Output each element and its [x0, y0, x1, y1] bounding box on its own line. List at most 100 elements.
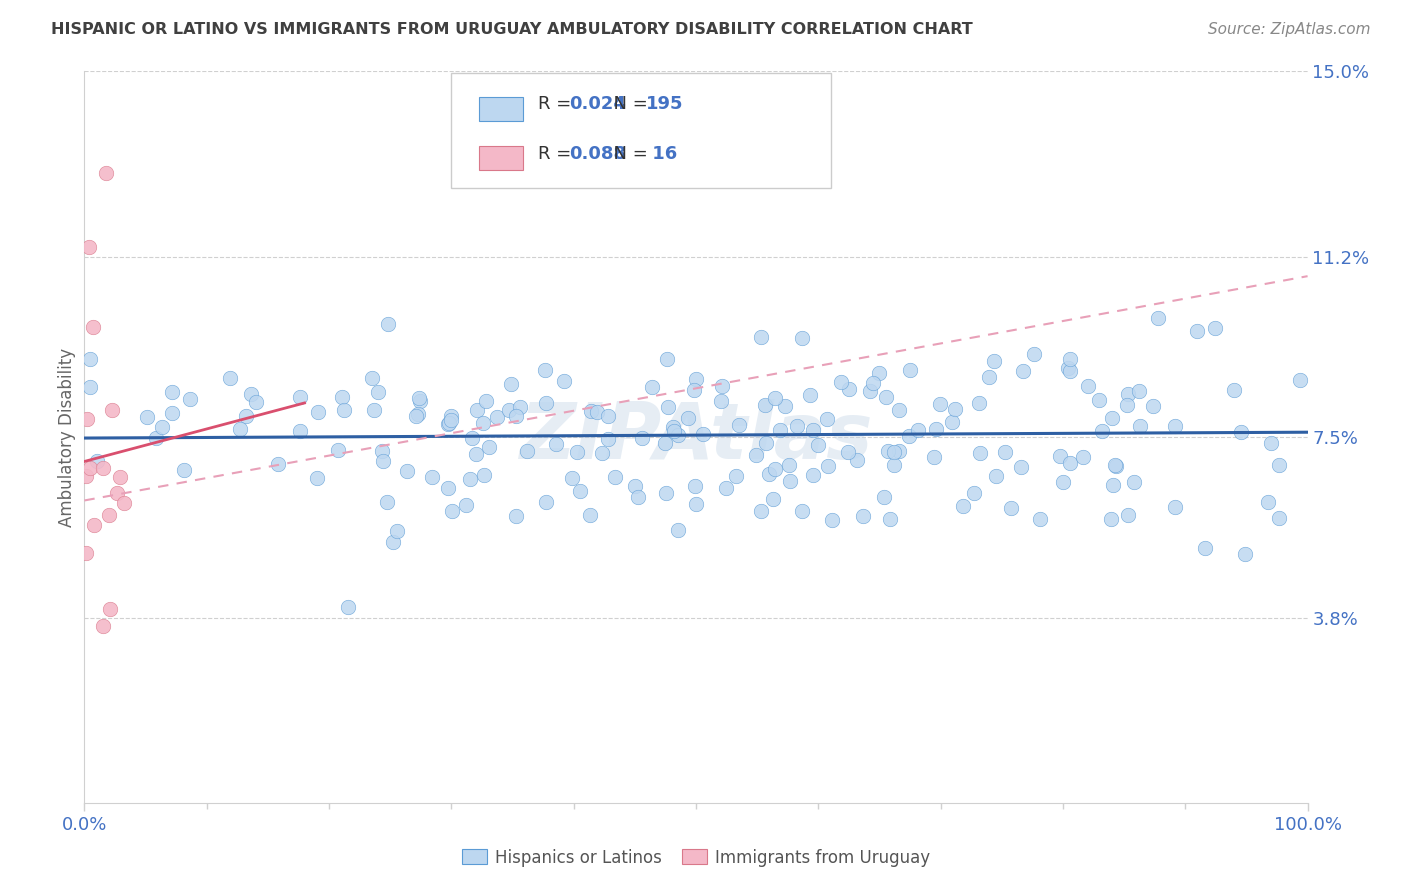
Point [754, 398, 776, 412]
Point [1257, 495, 1279, 509]
Point [877, 443, 900, 458]
Point [1129, 419, 1152, 434]
Point [288, 390, 311, 404]
Point [245, 395, 267, 409]
Point [305, 471, 328, 485]
Point [108, 470, 131, 484]
Point [533, 363, 555, 377]
Point [1194, 541, 1216, 556]
Point [792, 331, 814, 345]
Point [792, 504, 814, 518]
Point [872, 490, 894, 504]
Point [458, 472, 481, 486]
Point [474, 468, 496, 483]
Point [862, 376, 884, 391]
Point [929, 397, 952, 411]
FancyBboxPatch shape [451, 73, 831, 188]
Point [799, 387, 821, 401]
Point [984, 469, 1007, 483]
Point [1000, 500, 1022, 515]
Text: 0.088: 0.088 [569, 145, 627, 163]
Point [1091, 424, 1114, 438]
Point [472, 416, 495, 430]
Point [145, 431, 167, 445]
Point [775, 399, 797, 413]
Point [441, 504, 464, 518]
Point [883, 445, 905, 459]
Point [846, 452, 869, 467]
Point [79, 380, 101, 394]
Point [86, 453, 108, 467]
Legend: Hispanics or Latinos, Immigrants from Uruguay: Hispanics or Latinos, Immigrants from Ur… [453, 840, 939, 875]
Point [868, 367, 890, 381]
Point [1147, 310, 1170, 325]
Point [440, 409, 463, 424]
Point [623, 479, 645, 493]
Point [1267, 458, 1289, 472]
Point [1128, 384, 1150, 399]
Point [657, 351, 679, 366]
Point [579, 404, 602, 418]
Point [439, 416, 461, 430]
Point [332, 390, 354, 404]
Point [100, 403, 122, 417]
Point [561, 471, 583, 485]
Point [1101, 411, 1123, 425]
Point [1028, 512, 1050, 526]
Point [682, 383, 704, 397]
Point [377, 495, 399, 509]
Point [898, 429, 921, 443]
Point [692, 426, 714, 441]
Point [852, 509, 875, 524]
Point [76, 412, 98, 426]
Point [173, 463, 195, 477]
Point [630, 431, 652, 445]
Point [79, 240, 101, 254]
Point [883, 458, 905, 472]
Point [605, 470, 627, 484]
Point [382, 535, 405, 549]
Point [1230, 425, 1253, 440]
Point [1115, 398, 1137, 412]
Point [98, 601, 121, 615]
Point [1059, 456, 1081, 470]
Point [440, 412, 463, 426]
Point [377, 317, 399, 331]
Point [333, 403, 356, 417]
Point [461, 431, 484, 445]
Point [889, 403, 911, 417]
Point [801, 423, 824, 437]
Point [1105, 459, 1128, 474]
Point [474, 394, 496, 409]
Point [409, 394, 432, 409]
Point [967, 396, 990, 410]
Y-axis label: Ambulatory Disability: Ambulatory Disability [58, 348, 76, 526]
Point [662, 419, 685, 434]
Point [553, 374, 575, 388]
Point [963, 485, 986, 500]
Point [749, 504, 772, 518]
Point [859, 384, 882, 398]
Point [1052, 475, 1074, 490]
Point [1142, 399, 1164, 413]
Point [685, 497, 707, 511]
Point [1088, 392, 1111, 407]
Point [408, 391, 430, 405]
Point [499, 377, 522, 392]
Point [1057, 360, 1080, 375]
Point [1012, 364, 1035, 378]
Point [943, 402, 966, 417]
Point [83, 517, 105, 532]
Point [1267, 511, 1289, 525]
Point [755, 435, 778, 450]
Point [837, 445, 859, 459]
Point [569, 483, 592, 498]
Point [1059, 351, 1081, 366]
Point [516, 443, 538, 458]
Point [1164, 419, 1187, 434]
Point [395, 464, 418, 478]
Point [405, 409, 427, 423]
Point [838, 382, 860, 396]
Point [505, 508, 527, 523]
Point [1099, 512, 1122, 526]
